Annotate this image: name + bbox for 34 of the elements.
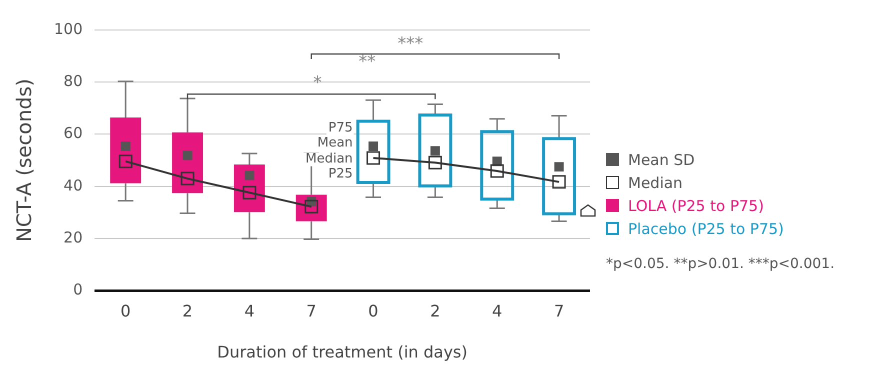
text: *p<0.05. **p>0.01. ***p<0.001. (606, 256, 835, 272)
point (554, 162, 564, 172)
annotation: Median (306, 152, 353, 167)
y-tick-label: 60 (64, 124, 83, 142)
point (182, 150, 192, 160)
legend-label: Mean SD (628, 150, 695, 168)
x-tick-label: 7 (554, 301, 564, 320)
annotation: ** (358, 52, 376, 72)
y-tick-label: 80 (64, 72, 83, 90)
x-tick-label: 4 (492, 301, 502, 320)
y-tick-label: 100 (54, 20, 83, 38)
x-tick-label: 4 (244, 301, 255, 320)
y-tick-label: 20 (64, 228, 83, 246)
legend-label: Median (628, 174, 683, 192)
x-tick-label: 2 (182, 301, 193, 320)
point (368, 141, 378, 151)
x-tick-label: 0 (120, 301, 131, 320)
point (244, 170, 254, 180)
annotation: * (313, 73, 322, 94)
point (430, 146, 440, 156)
x-tick-label: 7 (306, 301, 316, 320)
annotation: *** (398, 34, 424, 54)
annotation: P25 (328, 166, 353, 182)
point (120, 141, 130, 151)
legend-label: LOLA (P25 to P75) (628, 196, 764, 214)
annotation: Mean (317, 135, 353, 150)
x-axis-title: Duration of treatment (in days) (217, 342, 468, 362)
y-axis-title: NCT-A (seconds) (12, 78, 36, 242)
annotation: P75 (328, 120, 353, 136)
y-tick-label: 40 (64, 176, 83, 194)
y-tick-label: 0 (73, 280, 83, 298)
x-tick-label: 2 (430, 301, 440, 320)
x-tick-label: 0 (368, 301, 378, 320)
legend-label: Placebo (P25 to P75) (628, 220, 784, 238)
